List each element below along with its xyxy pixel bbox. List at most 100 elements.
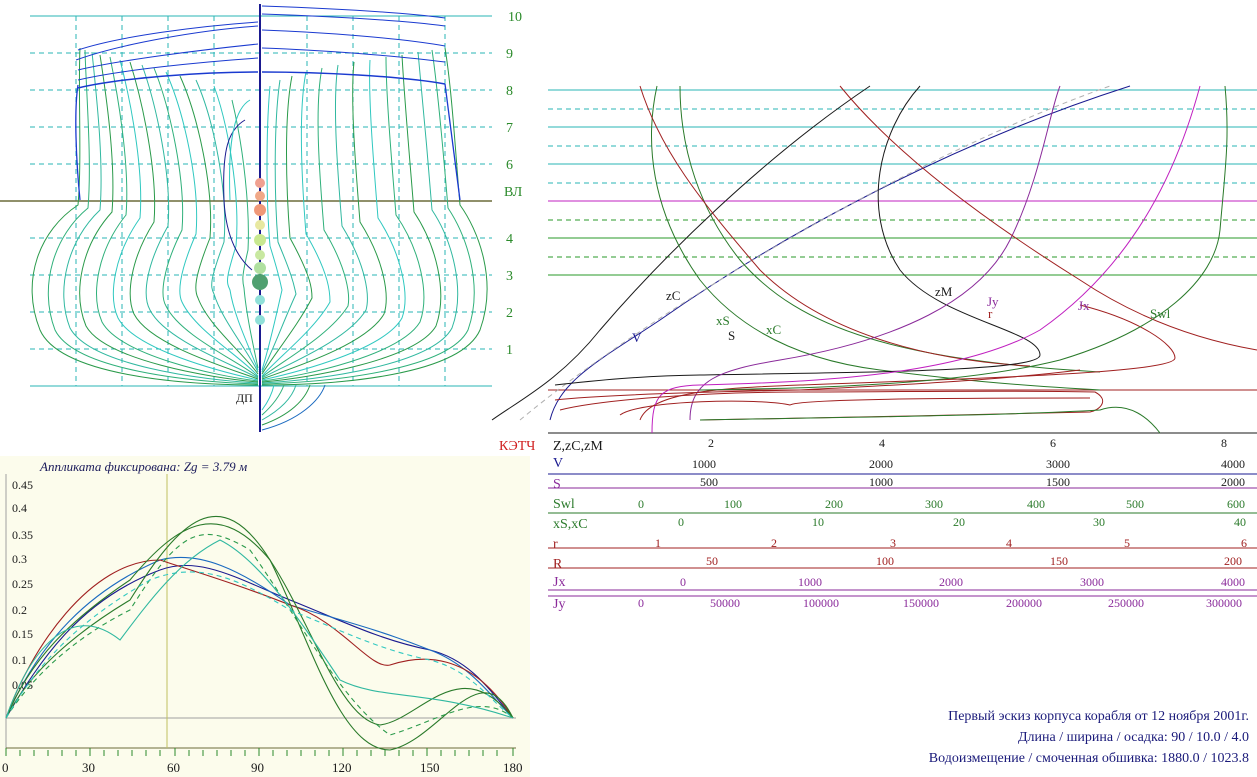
scale-jx-tick: 1000: [798, 575, 822, 589]
y-tick: 0.25: [12, 577, 33, 591]
curve-label-jx: Jx: [1078, 298, 1090, 313]
x-tick: 0: [2, 760, 9, 775]
project-info: Первый эскиз корпуса корабля от 12 ноябр…: [929, 706, 1249, 769]
scale-rr-tick: 100: [876, 554, 894, 568]
scales: V 1000 2000 3000 4000 S 500 1000 1500 20…: [548, 456, 1257, 612]
scale-jy-tick: 300000: [1206, 596, 1242, 610]
curve-label-r: r: [988, 306, 993, 321]
scale-s-tick: 2000: [1221, 475, 1245, 489]
scale-s-tick: 1000: [869, 475, 893, 489]
z-axis-label: Z,zC,zM: [553, 439, 603, 454]
scale-v-tick: 2000: [869, 457, 893, 471]
y-tick: 0.1: [12, 653, 27, 667]
scale-jy-tick: 200000: [1006, 596, 1042, 610]
wl-label-vl: ВЛ: [504, 185, 523, 200]
scale-jx-tick: 0: [680, 575, 686, 589]
curve-label-xs: xS: [716, 313, 730, 328]
ketch-label: КЭТЧ: [499, 439, 535, 454]
x-tick: 30: [82, 760, 95, 775]
z-tick-6: 6: [1050, 436, 1056, 450]
scale-name-swl: Swl: [553, 497, 575, 512]
x-tick: 120: [332, 760, 352, 775]
hydro-curves: [491, 85, 1257, 434]
curve-label-jy: Jy: [987, 294, 999, 309]
stability-curves: [5, 515, 514, 751]
curve-label-swl: Swl: [1150, 306, 1171, 321]
wl-label-3: 3: [506, 269, 513, 284]
scale-name-xsxc: xS,xC: [553, 517, 588, 532]
wl-label-7: 7: [506, 121, 513, 136]
scale-r-tick: 1: [655, 536, 661, 550]
y-tick: 0.2: [12, 603, 27, 617]
stability-x-ticks: 0 30 60 90 120 150 180: [2, 760, 523, 775]
info-title: Первый эскиз корпуса корабля от 12 ноябр…: [948, 709, 1249, 724]
wl-label-2: 2: [506, 306, 513, 321]
scale-r-tick: 4: [1006, 536, 1012, 550]
scale-v-tick: 1000: [692, 457, 716, 471]
scale-jy-tick: 100000: [803, 596, 839, 610]
curve-label-zc: zC: [666, 288, 680, 303]
scale-jx-tick: 3000: [1080, 575, 1104, 589]
waterline-labels: 10 9 8 7 6 ВЛ 4 3 2 1: [504, 10, 523, 358]
centre-points: [252, 178, 268, 325]
scale-xs-tick: 0: [678, 515, 684, 529]
scale-name-r: r: [553, 537, 558, 552]
wl-label-4: 4: [506, 232, 513, 247]
wl-label-9: 9: [506, 47, 513, 62]
scale-xs-tick: 20: [953, 515, 965, 529]
scale-s-tick: 1500: [1046, 475, 1070, 489]
stability-x-tickmarks: [5, 748, 514, 756]
body-plan-frames-left: [31, 21, 259, 386]
scale-name-s: S: [553, 477, 561, 492]
scale-xs-tick: 30: [1093, 515, 1105, 529]
scale-swl-tick: 600: [1227, 497, 1245, 511]
scale-r-tick: 3: [890, 536, 896, 550]
scale-r-tick: 6: [1241, 536, 1247, 550]
scale-jy-tick: 250000: [1108, 596, 1144, 610]
z-tick-2: 2: [708, 436, 714, 450]
wl-label-6: 6: [506, 158, 513, 173]
z-tick-8: 8: [1221, 436, 1227, 450]
scale-jx-tick: 4000: [1221, 575, 1245, 589]
scale-jx-tick: 2000: [939, 575, 963, 589]
dp-label: ДП: [236, 391, 253, 405]
scale-jy-tick: 50000: [710, 596, 740, 610]
curve-label-zm: zM: [935, 284, 953, 299]
y-tick: 0.15: [12, 627, 33, 641]
x-tick: 150: [420, 760, 440, 775]
z-tick-4: 4: [879, 436, 885, 450]
curve-label-s: S: [728, 328, 735, 343]
scale-rr-tick: 50: [706, 554, 718, 568]
x-tick: 90: [251, 760, 264, 775]
scale-rr-tick: 150: [1050, 554, 1068, 568]
x-tick: 60: [167, 760, 180, 775]
wl-label-8: 8: [506, 84, 513, 99]
scale-xs-tick: 40: [1234, 515, 1246, 529]
scale-name-jx: Jx: [553, 575, 565, 590]
scale-r-tick: 5: [1124, 536, 1130, 550]
scale-swl-tick: 300: [925, 497, 943, 511]
z-axis-ticks: 2 4 6 8: [708, 436, 1227, 450]
scale-swl-tick: 200: [825, 497, 843, 511]
wl-label-10: 10: [508, 10, 522, 25]
scale-swl-tick: 0: [638, 497, 644, 511]
curve-label-v: V: [632, 330, 642, 345]
x-tick: 180: [503, 760, 523, 775]
scale-v-tick: 3000: [1046, 457, 1070, 471]
info-dimensions: Длина / ширина / осадка: 90 / 10.0 / 4.0: [1017, 730, 1249, 745]
y-tick: 0.4: [12, 501, 27, 515]
hydrostatic-curves: zC V xS S xC zM Jy r Jx Swl КЭТЧ Z,zC,zM…: [491, 85, 1257, 454]
y-tick: 0.3: [12, 552, 27, 566]
y-tick: 0.45: [12, 478, 33, 492]
scale-v-tick: 4000: [1221, 457, 1245, 471]
scale-rr-tick: 200: [1224, 554, 1242, 568]
wl-label-1: 1: [506, 343, 513, 358]
hydro-curve-labels: zC V xS S xC zM Jy r Jx Swl: [632, 284, 1171, 345]
curve-label-xc: xC: [766, 322, 781, 337]
scale-swl-tick: 100: [724, 497, 742, 511]
info-displacement: Водоизмещение / смоченная обшивка: 1880.…: [928, 751, 1249, 766]
scale-jy-tick: 150000: [903, 596, 939, 610]
scale-swl-tick: 400: [1027, 497, 1045, 511]
scale-name-jy: Jy: [553, 597, 565, 612]
